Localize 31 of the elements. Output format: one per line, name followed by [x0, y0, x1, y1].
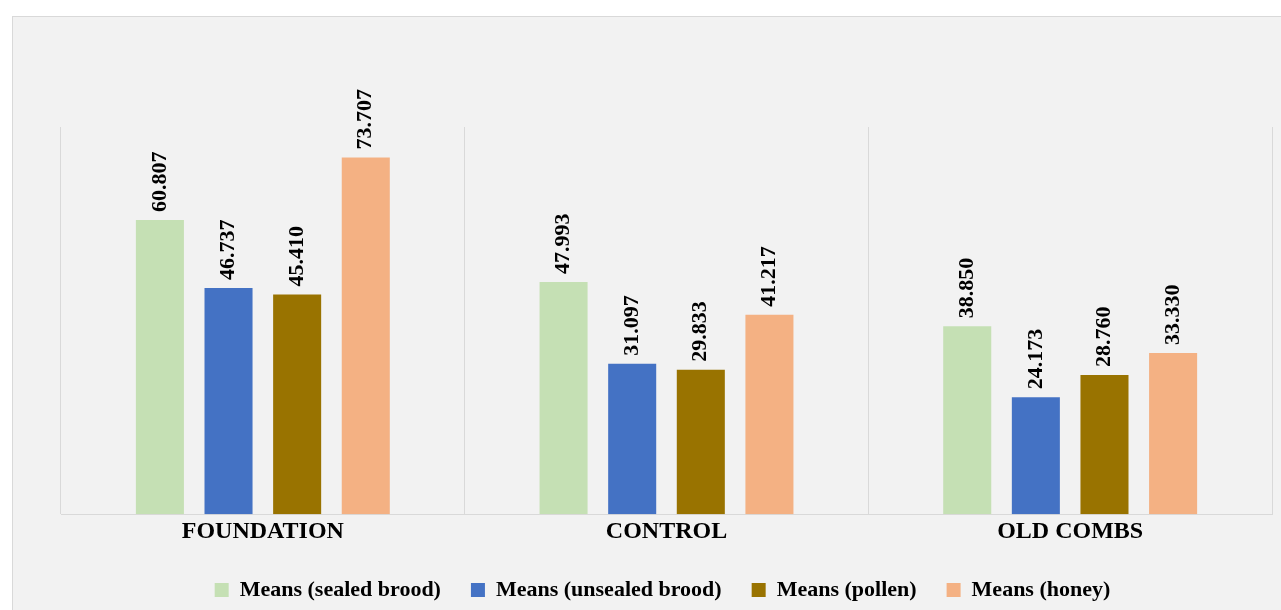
- data-label: 24.173: [1021, 328, 1047, 390]
- data-label: 73.707: [351, 88, 377, 150]
- bar: [1080, 375, 1129, 515]
- bar: [1149, 352, 1198, 515]
- data-label: 46.737: [214, 219, 240, 280]
- bar: [273, 294, 322, 515]
- data-label: 47.993: [549, 213, 575, 274]
- legend-label: Means (unsealed brood): [495, 575, 722, 601]
- x-tick-label: CONTROL: [605, 516, 728, 543]
- data-label: 29.833: [686, 301, 712, 362]
- bar: [943, 326, 992, 515]
- x-tick-label: FOUNDATION: [181, 516, 345, 543]
- legend-label: Means (honey): [971, 575, 1111, 601]
- data-label: 45.410: [282, 225, 308, 287]
- data-label: 33.330: [1158, 284, 1184, 345]
- legend-label: Means (pollen): [776, 575, 917, 601]
- bar: [1011, 397, 1060, 515]
- bar: [341, 157, 390, 515]
- data-label: 28.760: [1090, 306, 1116, 367]
- bar: [539, 281, 588, 515]
- bar: [135, 219, 184, 515]
- x-tick-label: OLD COMBS: [997, 516, 1144, 543]
- data-label: 31.097: [617, 295, 643, 356]
- bar: [676, 369, 725, 515]
- data-label: 38.850: [952, 257, 978, 319]
- bar: [204, 287, 253, 515]
- bar: [745, 314, 794, 515]
- data-label: 60.807: [145, 151, 171, 212]
- data-label: 41.217: [755, 246, 781, 307]
- legend-label: Means (sealed brood): [239, 575, 441, 601]
- bar: [608, 363, 657, 515]
